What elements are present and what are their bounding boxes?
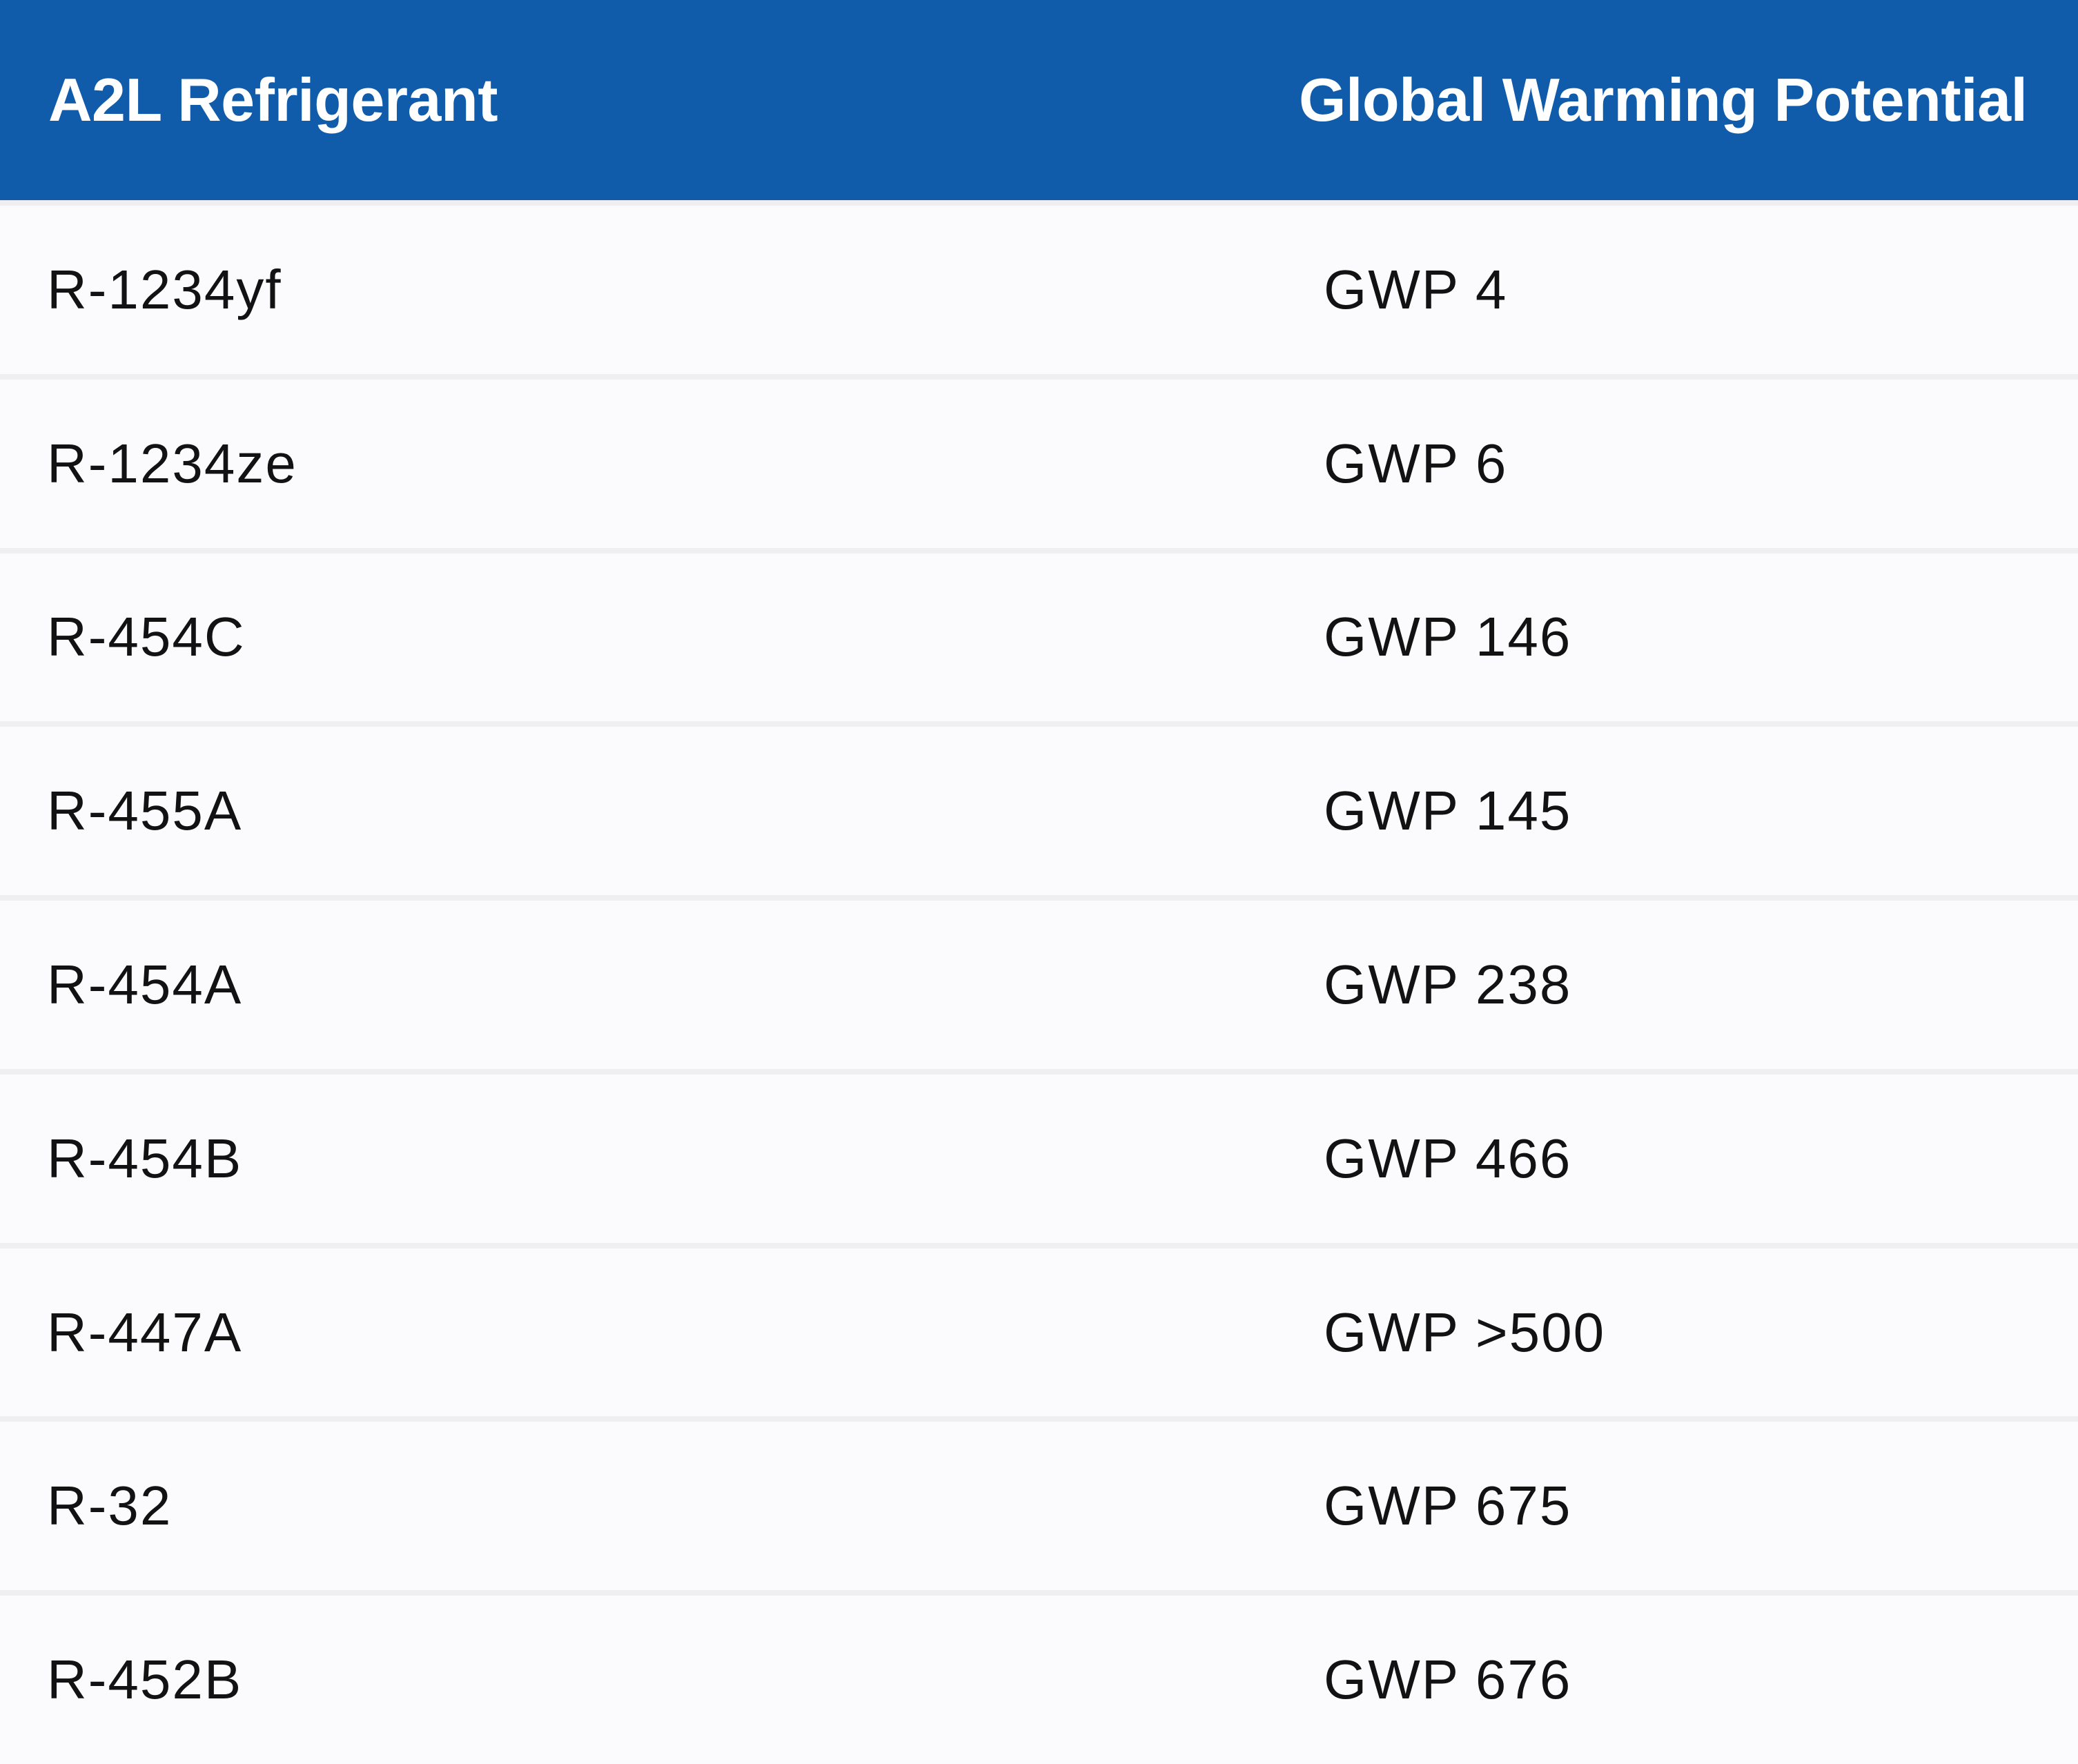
table-row: R-452B GWP 676 — [0, 1590, 2078, 1764]
gwp-cell: GWP 238 — [1324, 954, 1572, 1016]
table-row: R-447A GWP >500 — [0, 1242, 2078, 1417]
table-row: R-454C GWP 146 — [0, 547, 2078, 722]
gwp-cell: GWP 466 — [1324, 1127, 1572, 1189]
table-row: R-1234ze GWP 6 — [0, 373, 2078, 548]
refrigerant-cell: R-1234yf — [47, 258, 282, 320]
gwp-cell: GWP >500 — [1324, 1301, 1606, 1363]
refrigerant-cell: R-452B — [47, 1649, 243, 1711]
header-cell-refrigerant: A2L Refrigerant — [48, 66, 498, 134]
refrigerant-cell: R-455A — [47, 780, 243, 842]
gwp-cell: GWP 676 — [1324, 1649, 1572, 1711]
gwp-cell: GWP 6 — [1324, 432, 1508, 494]
table-row: R-455A GWP 145 — [0, 721, 2078, 896]
table-row: R-1234yf GWP 4 — [0, 200, 2078, 374]
table-row: R-454A GWP 238 — [0, 895, 2078, 1069]
refrigerant-cell: R-454C — [47, 606, 246, 668]
refrigerant-cell: R-32 — [47, 1475, 173, 1537]
gwp-cell: GWP 675 — [1324, 1475, 1572, 1537]
refrigerant-cell: R-1234ze — [47, 432, 297, 494]
gwp-cell: GWP 4 — [1324, 258, 1508, 320]
refrigerant-cell: R-454B — [47, 1127, 243, 1189]
table-row: R-32 GWP 675 — [0, 1416, 2078, 1591]
gwp-cell: GWP 146 — [1324, 606, 1572, 668]
table-header-row: A2L Refrigerant Global Warming Potential — [0, 0, 2078, 200]
header-cell-gwp: Global Warming Potential — [1299, 66, 2028, 134]
refrigerant-cell: R-454A — [47, 954, 243, 1016]
table-row: R-454B GWP 466 — [0, 1068, 2078, 1243]
gwp-cell: GWP 145 — [1324, 780, 1572, 842]
refrigerant-cell: R-447A — [47, 1301, 243, 1363]
